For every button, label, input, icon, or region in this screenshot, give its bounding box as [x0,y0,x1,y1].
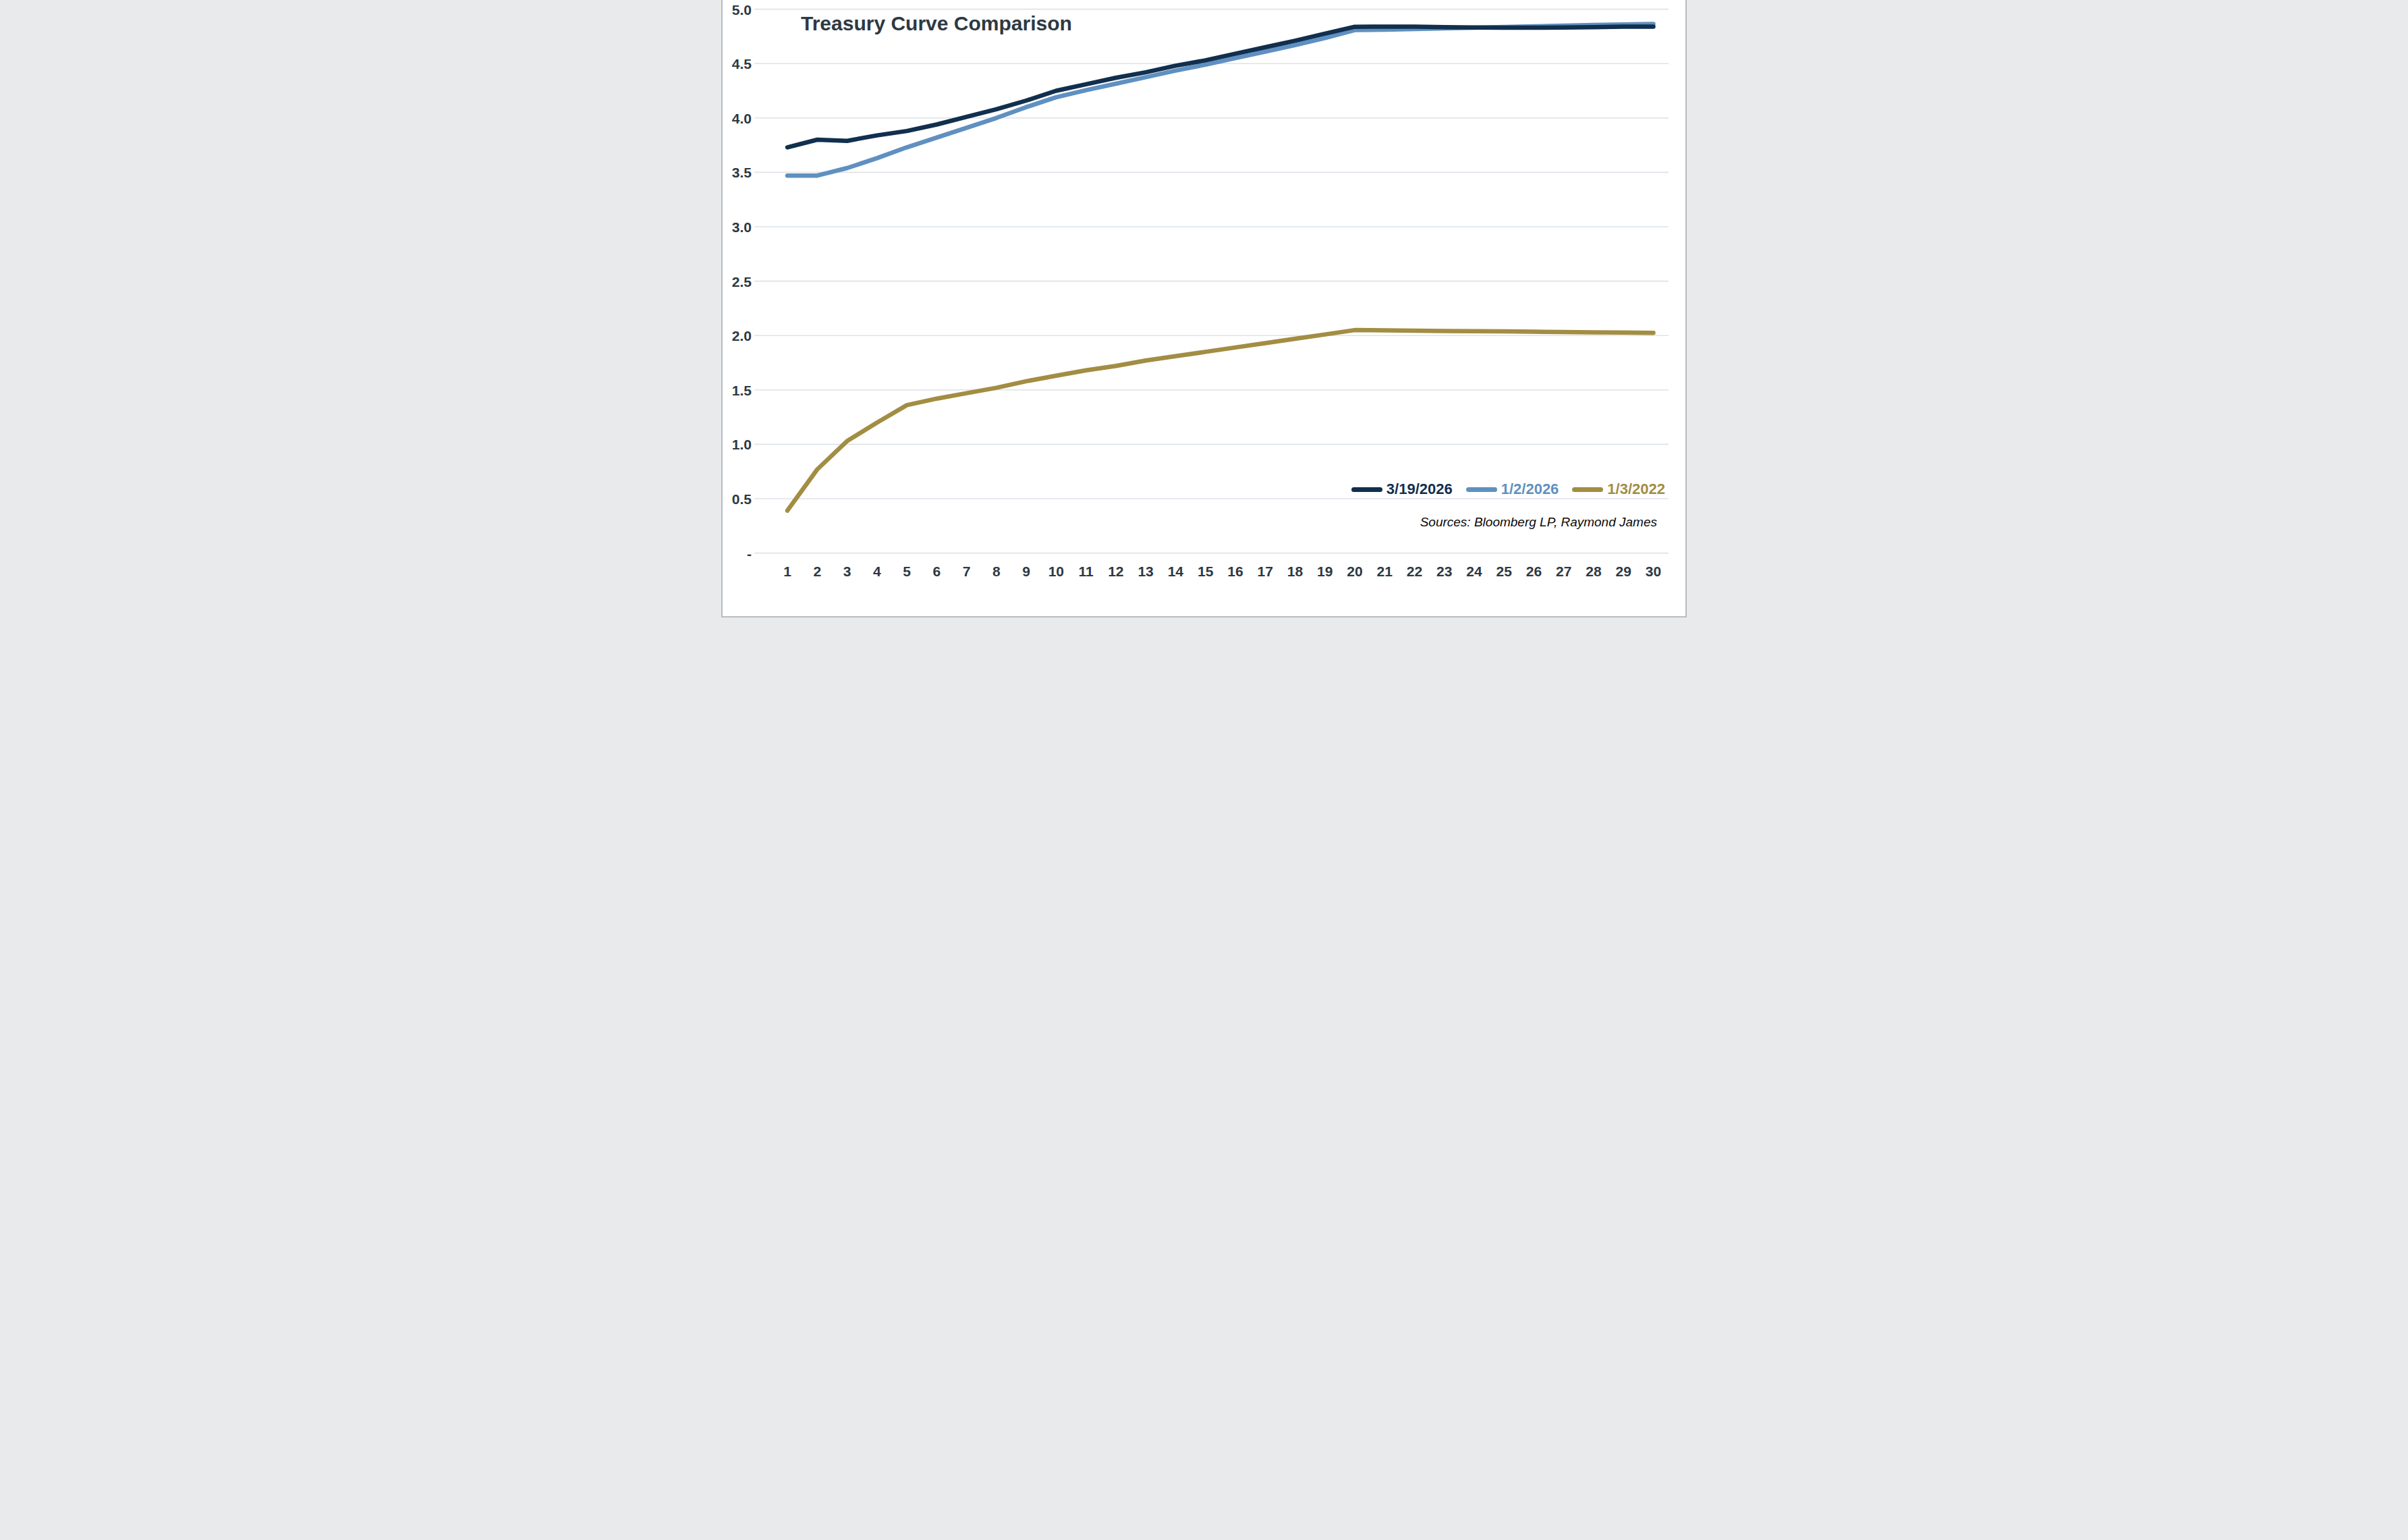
x-tick-label: 12 [1108,563,1123,579]
legend-item-1-2-2026: 1/2/2026 [1466,480,1559,498]
legend-swatch-line-icon [1351,487,1382,492]
x-tick-label: 23 [1436,563,1452,579]
y-tick-label: 4.0 [732,111,752,126]
y-tick-label: 5.0 [732,2,752,18]
x-tick-label: 14 [1168,563,1184,579]
legend-label: 1/3/2022 [1607,480,1665,498]
x-tick-label: 10 [1048,563,1064,579]
x-tick-label: 16 [1227,563,1243,579]
y-tick-label: - [747,546,752,561]
legend-swatch-line-icon [1572,487,1603,492]
x-tick-label: 28 [1586,563,1602,579]
x-tick-label: 7 [963,563,971,579]
series-line-3-19-2026 [787,26,1654,147]
series-line-1-2-2026 [787,24,1654,175]
x-tick-label: 30 [1646,563,1661,579]
x-tick-label: 18 [1287,563,1304,579]
legend-label: 1/2/2026 [1501,480,1559,498]
source-note: Sources: Bloomberg LP, Raymond James [1420,515,1657,530]
x-tick-label: 2 [813,563,821,579]
x-tick-label: 26 [1526,563,1542,579]
x-tick-label: 27 [1556,563,1571,579]
legend-swatch-line-icon [1466,487,1497,492]
x-tick-label: 22 [1407,563,1422,579]
y-tick-label: 2.5 [732,274,752,290]
legend-item-1-3-2022: 1/3/2022 [1572,480,1665,498]
x-tick-label: 21 [1377,563,1393,579]
x-tick-label: 3 [843,563,851,579]
x-tick-label: 5 [903,563,911,579]
chart-title: Treasury Curve Comparison [801,12,1072,35]
y-tick-label: 4.5 [732,56,752,72]
x-tick-label: 15 [1198,563,1214,579]
y-tick-label: 1.5 [732,383,752,398]
x-tick-label: 24 [1466,563,1482,579]
x-tick-label: 8 [992,563,1001,579]
chart-legend: 3/19/2026 1/2/2026 1/3/2022 [1351,480,1665,498]
y-tick-label: 2.0 [732,328,752,343]
x-tick-label: 11 [1078,563,1094,579]
x-tick-label: 6 [932,563,941,579]
x-tick-label: 29 [1616,563,1631,579]
x-tick-label: 25 [1496,563,1513,579]
legend-item-3-19-2026: 3/19/2026 [1351,480,1453,498]
y-tick-label: 3.0 [732,219,752,235]
x-tick-label: 9 [1022,563,1030,579]
legend-label: 3/19/2026 [1387,480,1453,498]
x-tick-label: 19 [1317,563,1333,579]
x-tick-label: 1 [783,563,791,579]
chart-canvas: -0.51.01.52.02.53.03.54.04.55.0123456789… [721,0,1687,617]
x-tick-label: 13 [1138,563,1153,579]
x-tick-label: 20 [1347,563,1362,579]
y-tick-label: 1.0 [732,437,752,452]
x-tick-label: 4 [873,563,881,579]
x-tick-label: 17 [1257,563,1272,579]
y-tick-label: 0.5 [732,491,752,507]
y-tick-label: 3.5 [732,165,752,180]
